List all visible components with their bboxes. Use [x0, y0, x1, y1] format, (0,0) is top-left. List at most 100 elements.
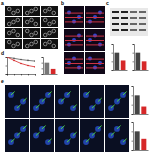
image-tile — [41, 17, 58, 27]
fiber — [48, 92, 52, 95]
blot-band — [139, 29, 146, 31]
cell — [64, 139, 70, 145]
image-tile — [23, 28, 40, 38]
plot-area — [45, 63, 56, 74]
bar — [115, 53, 120, 70]
blot-band — [121, 11, 128, 13]
image-bg — [5, 85, 29, 118]
chart — [42, 58, 58, 75]
image-tile — [64, 52, 84, 74]
image-bg — [5, 39, 22, 49]
image-tile — [64, 29, 84, 51]
cell — [16, 9, 20, 13]
y-tick-line — [132, 131, 134, 132]
image-bg — [41, 6, 58, 16]
cell — [95, 126, 101, 132]
stain — [86, 17, 104, 18]
y-tick-line — [133, 61, 135, 62]
fiber — [92, 105, 96, 108]
cell — [48, 7, 52, 11]
cell — [12, 11, 16, 15]
cell — [48, 22, 52, 26]
image-bg — [30, 119, 54, 152]
image-tile — [85, 29, 105, 51]
image-bg — [30, 85, 54, 118]
chart — [133, 45, 149, 71]
y-tick — [133, 44, 135, 45]
cell — [108, 105, 114, 111]
blot-band — [121, 23, 128, 25]
y-tick — [132, 86, 134, 87]
y-tick — [133, 70, 135, 71]
x-axis-line — [134, 114, 149, 115]
y-tick-line — [112, 44, 114, 45]
y-tick-line — [6, 66, 8, 67]
cell — [52, 29, 56, 33]
series-point — [27, 65, 29, 67]
y-tick-line — [42, 74, 44, 75]
cell — [95, 99, 101, 105]
cell — [70, 105, 76, 111]
bar — [45, 63, 50, 74]
cell — [12, 44, 16, 48]
image-tile — [55, 85, 79, 118]
chart — [132, 123, 149, 151]
fiber — [98, 98, 102, 101]
stain — [86, 21, 104, 22]
image-bg — [5, 17, 22, 27]
stain — [86, 44, 104, 45]
cell — [20, 126, 26, 132]
x-axis-line — [114, 70, 128, 71]
plot-area — [115, 53, 126, 70]
fiber — [11, 139, 15, 142]
fiber — [92, 132, 96, 135]
image-bg — [41, 17, 58, 27]
x-axis — [44, 74, 58, 76]
image-bg — [55, 119, 79, 152]
y-tick — [132, 95, 134, 96]
y-axis — [133, 45, 135, 71]
y-axis — [132, 87, 134, 115]
panel-label: d — [1, 50, 4, 56]
image-tile — [5, 39, 22, 49]
y-tick-line — [42, 57, 44, 58]
y-tick — [132, 141, 134, 142]
image-bg — [55, 85, 79, 118]
fiber — [42, 126, 46, 129]
image-bg — [64, 29, 84, 51]
cell — [30, 42, 34, 46]
series-point — [27, 60, 29, 62]
image-bg — [5, 6, 22, 16]
image-bg — [85, 6, 105, 28]
y-tick — [132, 114, 134, 115]
stain — [65, 44, 83, 45]
y-tick — [132, 150, 134, 151]
cell — [8, 139, 14, 145]
cell — [83, 92, 89, 98]
y-tick — [132, 122, 134, 123]
fiber — [36, 132, 40, 135]
cell — [89, 133, 95, 139]
image-tile — [64, 6, 84, 28]
chart — [6, 56, 36, 75]
cell — [16, 18, 20, 22]
y-tick-line — [132, 86, 134, 87]
blot-band — [112, 29, 119, 31]
cell — [48, 31, 52, 35]
y-axis-line — [42, 58, 44, 75]
cell — [34, 31, 38, 35]
image-tile — [23, 17, 40, 27]
x-axis — [114, 70, 128, 72]
image-bg — [23, 39, 40, 49]
cell — [58, 126, 64, 132]
fiber — [11, 92, 15, 95]
x-tick — [35, 74, 36, 76]
y-tick — [42, 74, 44, 75]
cell — [120, 92, 126, 98]
stain — [86, 63, 104, 64]
y-tick-line — [42, 68, 44, 69]
blot-band — [130, 17, 137, 19]
series-point — [13, 60, 15, 62]
fiber — [86, 92, 90, 95]
cell — [48, 40, 52, 44]
